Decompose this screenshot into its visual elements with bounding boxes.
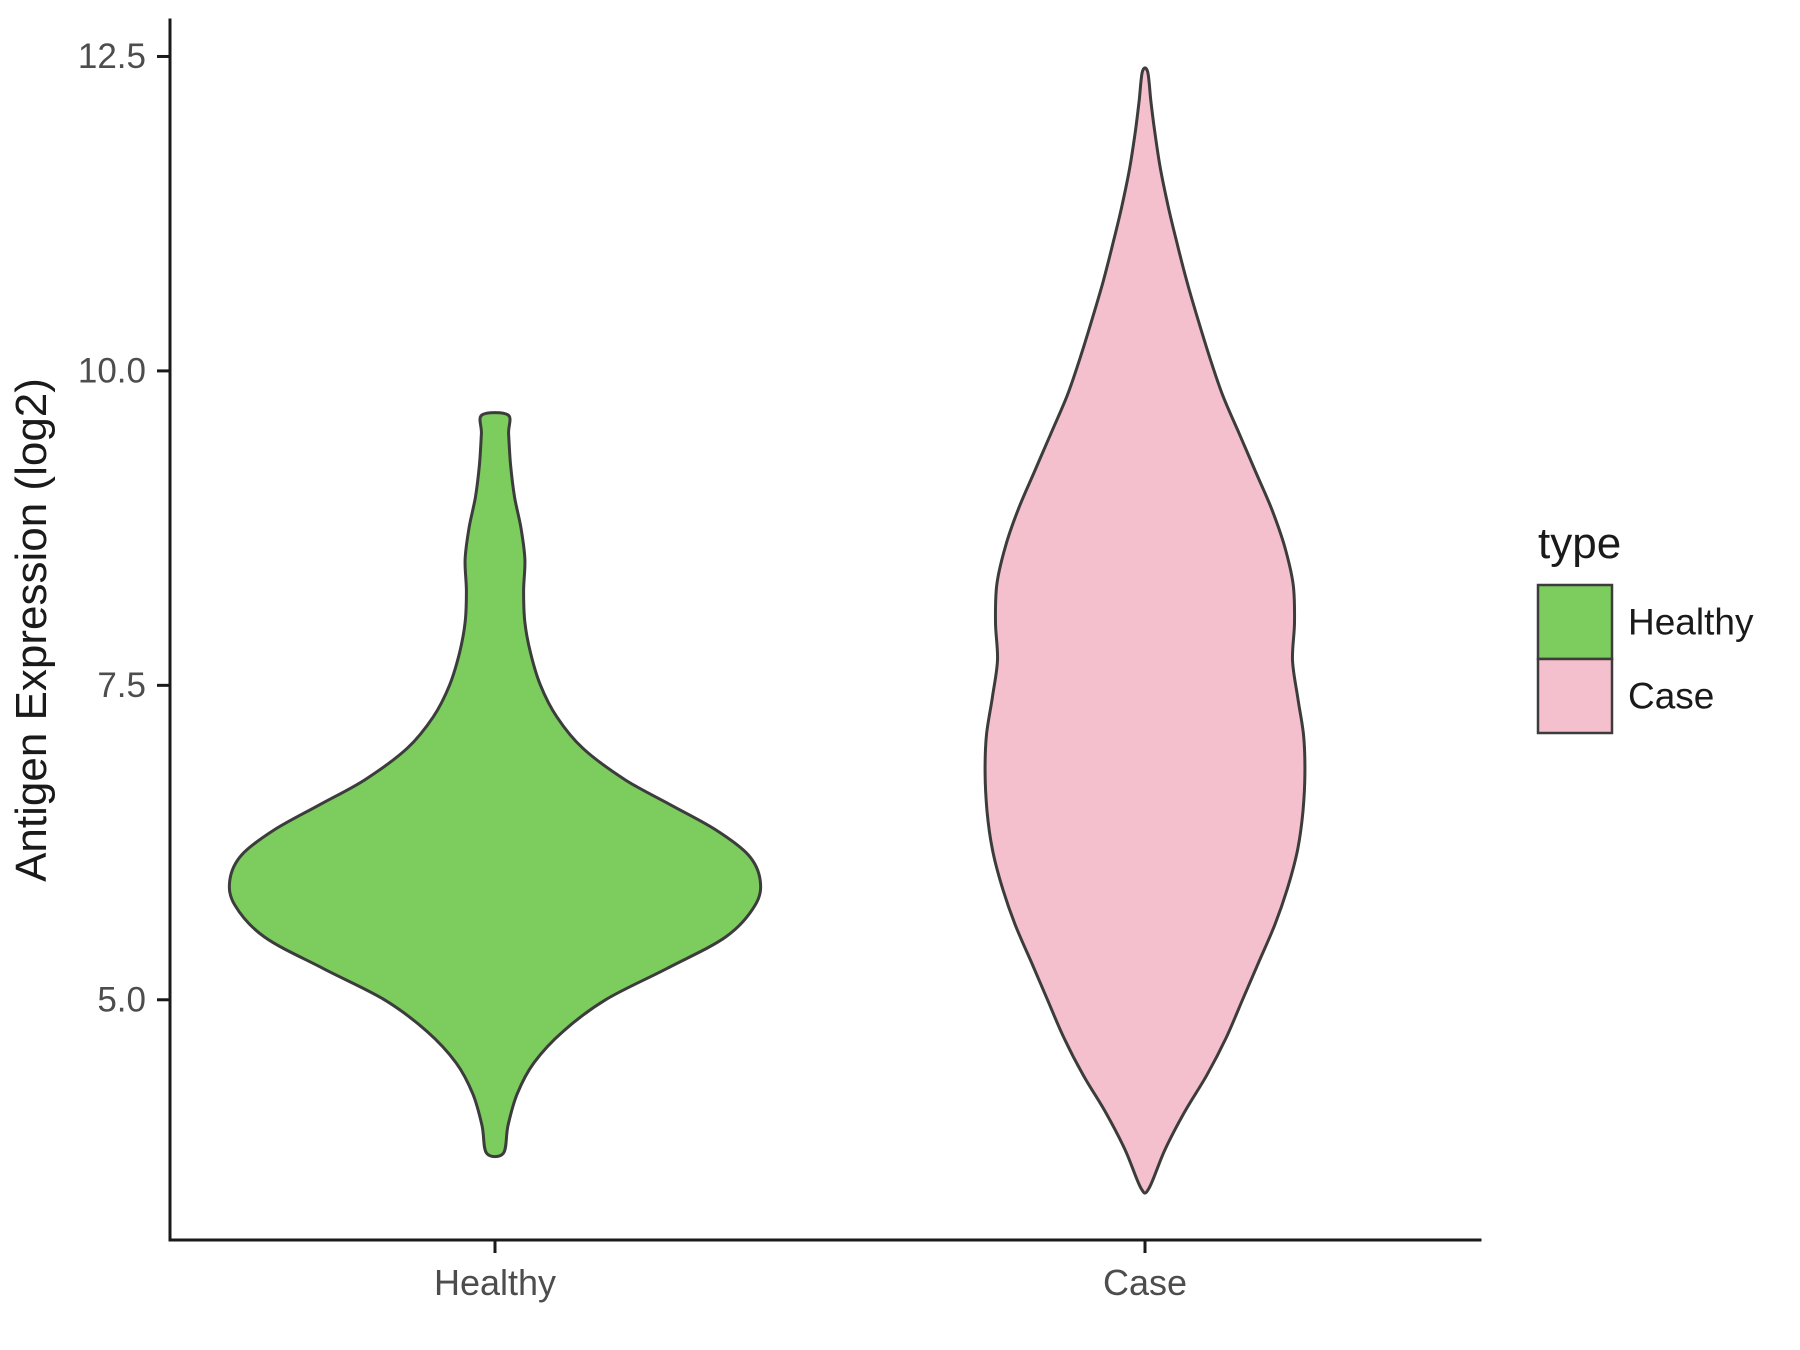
y-tick-label: 10.0	[78, 351, 146, 390]
y-tick-label: 7.5	[97, 666, 146, 705]
y-tick-label: 12.5	[78, 37, 146, 76]
violin-healthy	[227, 411, 763, 1159]
y-tick-label: 5.0	[97, 980, 146, 1019]
x-tick-label: Healthy	[434, 1262, 556, 1303]
x-tick-label: Case	[1103, 1262, 1187, 1303]
legend-key-healthy	[1536, 583, 1614, 661]
legend-key-case	[1536, 657, 1614, 735]
y-axis-title: Antigen Expression (log2)	[7, 378, 56, 882]
violin-case	[983, 66, 1307, 1195]
legend-label-healthy: Healthy	[1628, 602, 1754, 643]
legend-title: type	[1538, 519, 1621, 568]
legend-label-case: Case	[1628, 676, 1714, 717]
